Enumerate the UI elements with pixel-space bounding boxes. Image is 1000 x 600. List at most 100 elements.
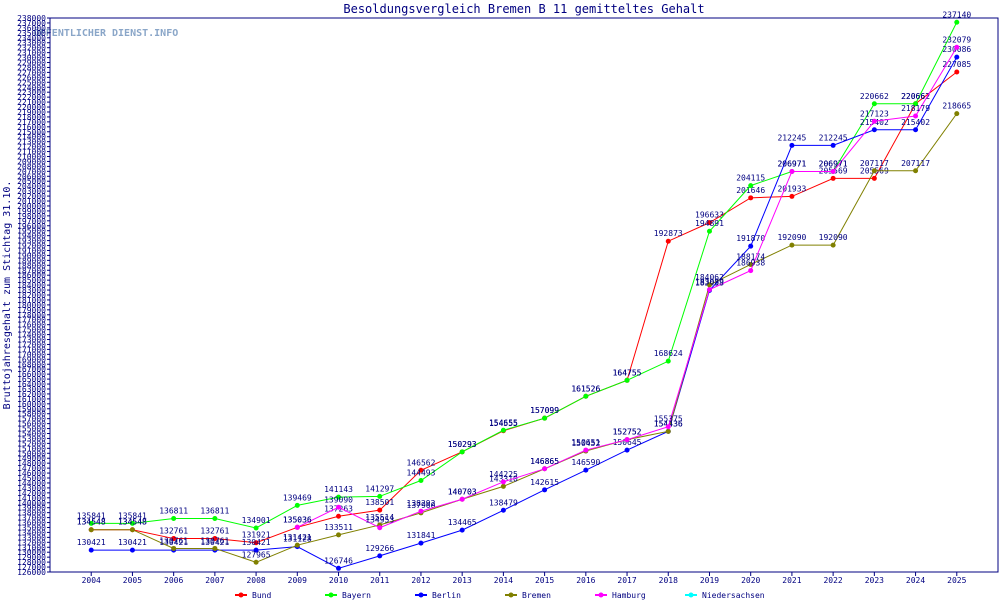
data-label: 192873 <box>654 229 683 238</box>
y-tick-label: 196000 <box>17 222 46 231</box>
data-label: 131128 <box>283 535 312 544</box>
y-tick-label: 157000 <box>17 415 46 424</box>
data-label: 183089 <box>695 278 724 287</box>
x-tick-label: 2007 <box>205 576 224 585</box>
data-point <box>871 175 877 181</box>
data-label: 135514 <box>365 513 394 522</box>
y-tick-label: 232000 <box>17 44 46 53</box>
data-label: 192090 <box>777 233 806 242</box>
data-label: 130761 <box>159 536 188 545</box>
y-tick-label: 158000 <box>17 410 46 419</box>
x-tick-label: 2020 <box>741 576 760 585</box>
y-tick-label: 163000 <box>17 385 46 394</box>
data-label: 215402 <box>901 118 930 127</box>
data-label: 206971 <box>777 159 806 168</box>
data-point <box>500 483 506 489</box>
legend-label: Bund <box>252 591 271 600</box>
data-label: 135841 <box>77 511 106 520</box>
data-label: 201933 <box>777 184 806 193</box>
data-point <box>171 516 177 522</box>
data-label: 134548 <box>77 518 106 527</box>
data-label: 146562 <box>407 458 436 467</box>
data-point <box>954 69 960 75</box>
data-label: 154436 <box>654 419 683 428</box>
y-tick-label: 194000 <box>17 232 46 241</box>
data-point <box>253 540 259 546</box>
y-tick-label: 171000 <box>17 345 46 354</box>
data-label: 220662 <box>901 92 930 101</box>
y-tick-label: 193000 <box>17 237 46 246</box>
data-point <box>871 168 877 174</box>
y-tick-label: 176000 <box>17 321 46 330</box>
y-tick-label: 205000 <box>17 177 46 186</box>
data-label: 134953 <box>365 516 394 525</box>
data-point <box>706 282 712 288</box>
y-tick-label: 160000 <box>17 400 46 409</box>
y-tick-label: 153000 <box>17 434 46 443</box>
y-tick-label: 147000 <box>17 464 46 473</box>
y-tick-label: 135000 <box>17 523 46 532</box>
data-label: 168624 <box>654 349 683 358</box>
y-tick-label: 226000 <box>17 73 46 82</box>
y-tick-label: 150000 <box>17 449 46 458</box>
data-point <box>418 540 424 546</box>
y-tick-label: 149000 <box>17 454 46 463</box>
data-label: 207117 <box>901 159 930 168</box>
x-tick-label: 2024 <box>906 576 925 585</box>
data-label: 141297 <box>365 484 394 493</box>
y-tick-label: 168000 <box>17 360 46 369</box>
legend-marker <box>508 592 514 598</box>
x-tick-label: 2025 <box>947 576 966 585</box>
data-label: 191870 <box>736 234 765 243</box>
y-tick-label: 162000 <box>17 390 46 399</box>
y-tick-label: 134000 <box>17 528 46 537</box>
data-point <box>418 478 424 484</box>
data-point <box>542 487 548 493</box>
chart-title: Besoldungsvergleich Bremen B 11 gemittel… <box>343 2 704 16</box>
data-label: 142615 <box>530 478 559 487</box>
y-tick-label: 229000 <box>17 59 46 68</box>
data-label: 143310 <box>489 474 518 483</box>
x-tick-label: 2010 <box>329 576 348 585</box>
data-label: 146590 <box>571 458 600 467</box>
data-point <box>706 228 712 234</box>
y-tick-label: 213000 <box>17 138 46 147</box>
y-tick-label: 180000 <box>17 301 46 310</box>
y-tick-label: 128000 <box>17 558 46 567</box>
y-tick-label: 199000 <box>17 207 46 216</box>
data-point <box>913 101 919 107</box>
data-point <box>665 238 671 244</box>
data-label: 217123 <box>860 109 889 118</box>
y-tick-label: 185000 <box>17 276 46 285</box>
y-tick-label: 138000 <box>17 509 46 518</box>
y-tick-label: 182000 <box>17 291 46 300</box>
y-tick-label: 161000 <box>17 395 46 404</box>
y-tick-label: 181000 <box>17 296 46 305</box>
data-label: 139090 <box>324 495 353 504</box>
y-tick-label: 208000 <box>17 162 46 171</box>
data-label: 154436 <box>654 419 683 428</box>
y-tick-label: 133000 <box>17 533 46 542</box>
data-point <box>336 504 342 510</box>
data-label: 152752 <box>613 428 642 437</box>
data-point <box>377 507 383 513</box>
data-label: 194891 <box>695 219 724 228</box>
data-label: 206971 <box>819 159 848 168</box>
data-label: 201646 <box>736 186 765 195</box>
data-label: 150293 <box>448 440 477 449</box>
data-point <box>171 536 177 542</box>
x-tick-label: 2022 <box>823 576 842 585</box>
y-tick-label: 141000 <box>17 494 46 503</box>
x-tick-label: 2019 <box>700 576 719 585</box>
data-label: 154555 <box>489 419 518 428</box>
data-point <box>583 447 589 453</box>
x-tick-label: 2008 <box>246 576 265 585</box>
data-point <box>830 242 836 248</box>
data-point <box>830 142 836 148</box>
x-tick-label: 2005 <box>123 576 142 585</box>
legend-marker <box>688 592 694 598</box>
y-tick-label: 190000 <box>17 251 46 260</box>
data-label: 218179 <box>901 104 930 113</box>
y-tick-label: 129000 <box>17 553 46 562</box>
data-label: 154655 <box>489 418 518 427</box>
